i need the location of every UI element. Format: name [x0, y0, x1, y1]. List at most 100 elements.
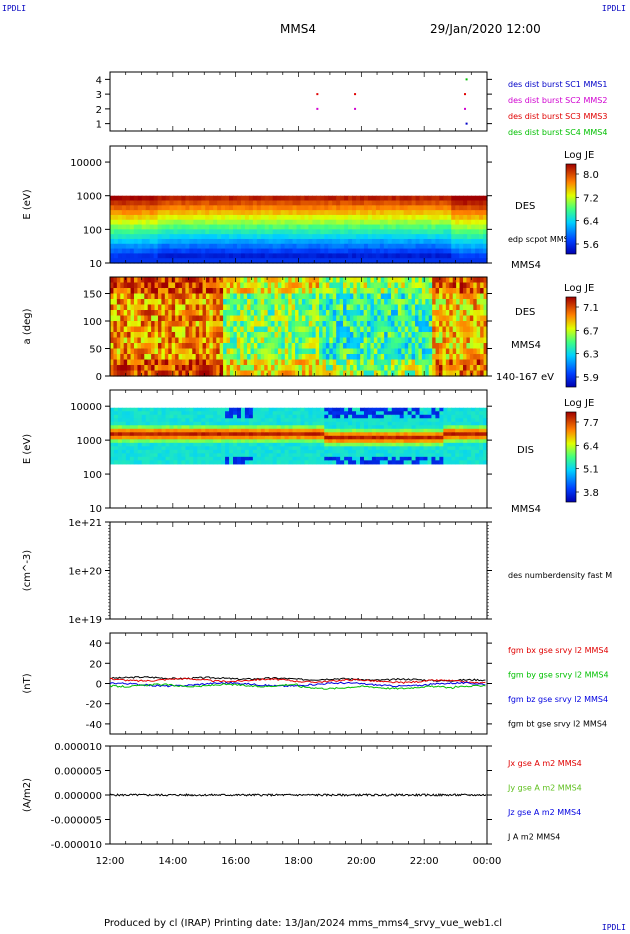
des-pitch-cell: [243, 315, 248, 322]
dis-energy-cell: [280, 407, 286, 412]
des-energy-cell: [447, 195, 452, 202]
dis-energy-cell: [367, 460, 373, 465]
des-pitch-cell: [168, 310, 173, 317]
des-energy-cell: [332, 214, 337, 221]
des-energy-cell: [177, 253, 183, 259]
des-energy-cell: [419, 234, 425, 240]
des-energy-cell: [197, 229, 202, 235]
des-pitch-cell: [223, 348, 228, 355]
des-energy-cell: [411, 234, 417, 240]
des-energy-cell: [435, 253, 440, 259]
des-pitch-cell: [209, 310, 214, 317]
des-pitch-cell: [127, 299, 132, 306]
des-pitch-cell: [445, 288, 450, 295]
des-pitch-cell: [240, 315, 245, 322]
des-pitch-cell: [336, 321, 341, 328]
dis-energy-cell: [292, 446, 298, 451]
dis-energy-cell: [221, 421, 226, 426]
dis-energy-cell: [348, 425, 353, 430]
des-energy-cell: [312, 243, 317, 250]
des-energy-cell: [292, 234, 298, 240]
dis-energy-cell: [356, 432, 361, 437]
des-pitch-cell: [308, 370, 313, 377]
dis-energy-cell: [244, 407, 250, 412]
des-energy-cell: [336, 200, 341, 206]
dis-energy-cell: [233, 460, 238, 465]
des-pitch-cell: [391, 326, 396, 333]
des-pitch-cell: [404, 304, 409, 311]
des-energy-cell: [209, 229, 214, 235]
des-energy-cell: [272, 224, 278, 230]
des-energy-cell: [459, 248, 464, 254]
dis-energy-cell: [173, 425, 179, 430]
des-energy-cell: [344, 205, 349, 211]
des-pitch-cell: [367, 343, 372, 350]
des-energy-cell: [205, 258, 210, 264]
dis-energy-cell: [348, 456, 353, 461]
des-pitch-cell: [243, 282, 248, 289]
des-pitch-cell: [209, 293, 214, 300]
des-pitch-cell: [229, 365, 234, 372]
des-pitch-cell: [449, 354, 454, 361]
dis-energy-cell: [387, 453, 393, 458]
des-pitch-cell: [185, 277, 190, 284]
des-energy-cell: [483, 219, 488, 226]
des-energy-cell: [419, 205, 425, 211]
des-pitch-cell: [418, 282, 423, 289]
des-pitch-cell: [322, 359, 327, 366]
des-energy-cell: [110, 229, 115, 235]
dis-energy-cell: [145, 432, 151, 437]
des-pitch-cell: [339, 332, 344, 339]
dis-energy-cell: [407, 432, 413, 437]
des-energy-cell: [332, 234, 337, 240]
des-energy-cell: [483, 253, 488, 259]
des-pitch-cell: [281, 304, 286, 311]
dis-energy-cell: [356, 446, 361, 451]
des-pitch-cell: [209, 321, 214, 328]
dis-energy-cell: [145, 460, 151, 465]
des-pitch-cell: [425, 337, 430, 344]
dis-energy-cell: [141, 414, 147, 419]
des-energy-cell: [312, 200, 317, 206]
dis-energy-cell: [181, 414, 186, 419]
des-energy-cell: [157, 224, 163, 230]
des-energy-cell: [296, 253, 302, 259]
des-pitch-cell: [295, 299, 300, 306]
des-pitch-cell: [408, 337, 413, 344]
des-pitch-cell: [404, 343, 409, 350]
dis-energy-cell: [459, 428, 464, 433]
des-pitch-cell: [421, 354, 426, 361]
des-energy-cell: [451, 229, 456, 235]
des-pitch-cell: [281, 310, 286, 317]
des-energy-cell: [213, 200, 218, 206]
dis-energy-cell: [324, 456, 329, 461]
dis-energy-cell: [288, 456, 294, 461]
dis-energy-cell: [137, 425, 143, 430]
des-energy-cell: [149, 243, 155, 250]
des-pitch-cell: [192, 304, 197, 311]
des-pitch-cell: [363, 365, 368, 372]
des-pitch-cell: [110, 370, 115, 377]
des-pitch-cell: [199, 304, 204, 311]
des-pitch-cell: [463, 370, 468, 377]
des-pitch-cell: [123, 288, 128, 295]
des-pitch-cell: [463, 321, 468, 328]
des-pitch-cell: [226, 277, 231, 284]
dis-energy-cell: [213, 421, 218, 426]
des-pitch-cell: [346, 293, 351, 300]
des-energy-cell: [173, 195, 179, 202]
des-energy-cell: [451, 205, 456, 211]
des-pitch-cell: [439, 304, 444, 311]
des-energy-cell: [387, 205, 393, 211]
dis-energy-cell: [447, 414, 452, 419]
des-pitch-cell: [315, 359, 320, 366]
dis-energy-cell: [439, 435, 444, 440]
des-pitch-cell: [336, 304, 341, 311]
des-pitch-cell: [205, 354, 210, 361]
des-energy-cell: [467, 219, 472, 226]
des-energy-cell: [272, 195, 278, 202]
des-energy-cell: [304, 238, 310, 245]
dis-energy-cell: [252, 435, 258, 440]
des-pitch-cell: [315, 288, 320, 295]
dis-energy-cell: [133, 460, 139, 465]
